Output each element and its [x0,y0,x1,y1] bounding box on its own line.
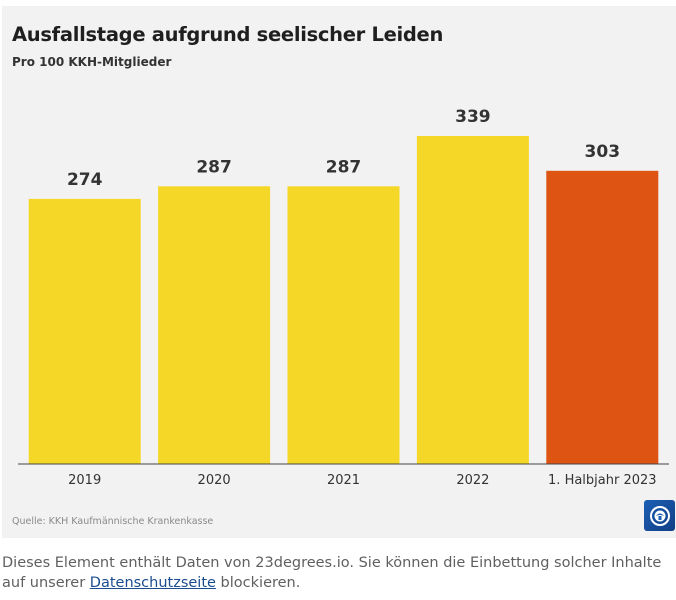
x-tick-label: 1. Halbjahr 2023 [548,473,657,488]
bar-1-halbjahr-2023 [546,170,659,465]
bar-2020 [158,186,271,465]
tagesschau-logo-icon[interactable] [644,500,675,531]
embed-privacy-notice: Dieses Element enthält Daten von 23degre… [2,553,672,593]
data-label: 287 [196,157,232,177]
logo-glyph [649,505,670,526]
data-label: 274 [67,170,103,190]
notice-text-after: blockieren. [215,575,301,591]
bar-chart: 274 2019 287 2020 287 2021 339 2022 303 1. Halbja… [18,107,669,488]
chart-subtitle: Pro 100 KKH-Mitglieder [12,55,172,69]
privacy-page-link[interactable]: Datenschutzseite [89,575,216,591]
data-label: 287 [326,157,362,177]
chart-title: Ausfallstage aufgrund seelischer Leiden [12,23,444,46]
chart-card: 274 2019 287 2020 287 2021 339 2022 303 1. Halbja… [2,6,676,538]
x-tick-label: 2021 [327,473,360,488]
data-label: 339 [455,107,491,127]
x-tick-label: 2020 [198,473,231,488]
notice-text-before: Dieses Element enthält Daten von 23degre… [2,555,662,591]
bar-2019 [28,198,141,464]
source-note: Quelle: KKH Kaufmännische Krankenkasse [12,516,214,527]
x-tick-label: 2019 [68,473,101,488]
x-tick-label: 2022 [456,473,489,488]
data-label: 303 [585,142,621,162]
bar-2022 [416,136,529,464]
bar-2021 [287,186,400,465]
